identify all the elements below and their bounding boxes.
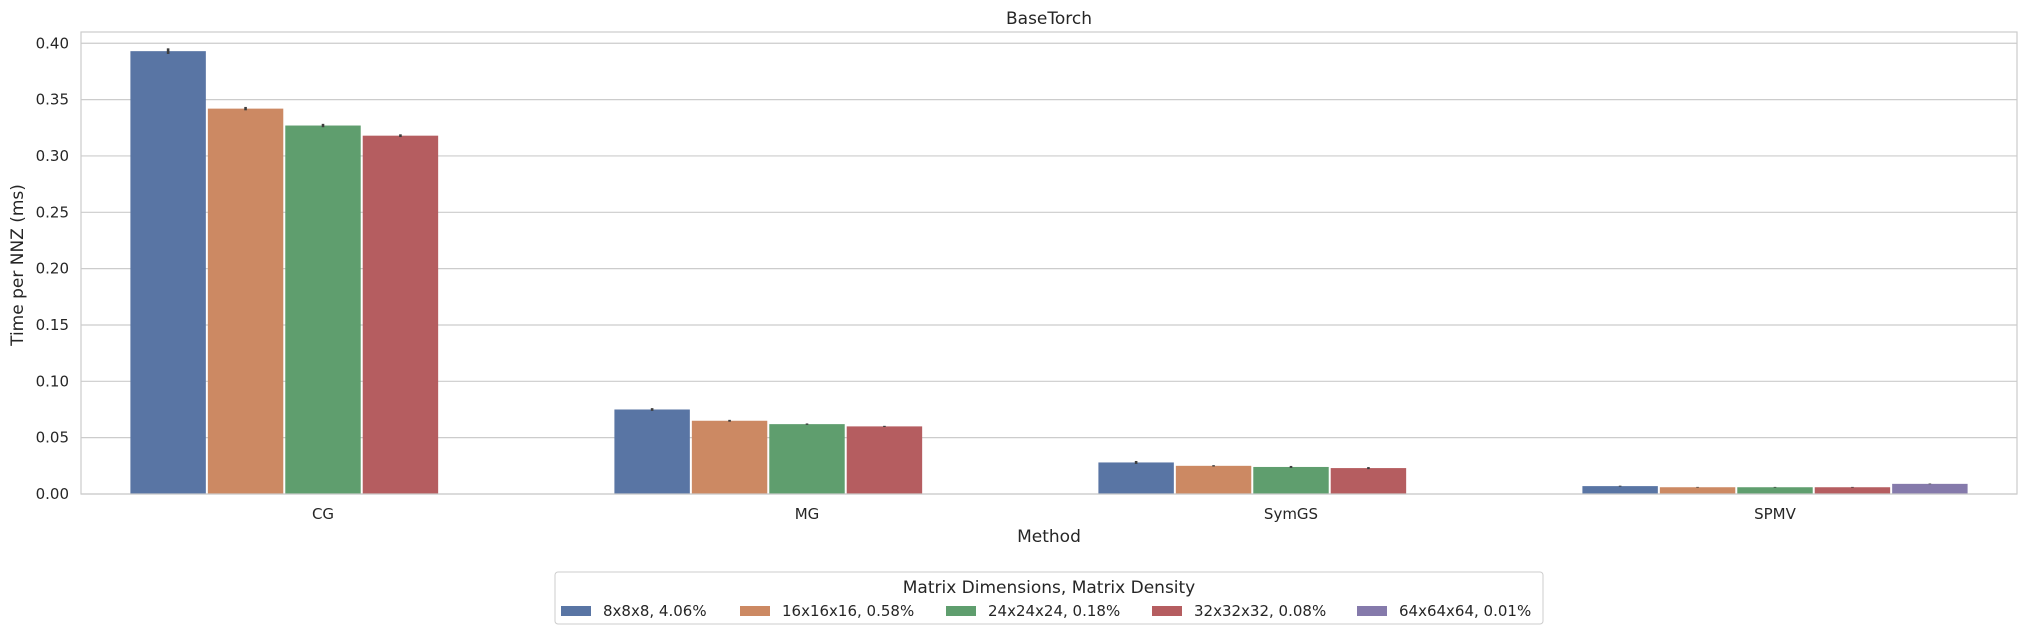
plot-frame <box>80 31 2018 495</box>
x-tick-label: SymGS <box>1264 505 1318 523</box>
bar <box>130 51 206 494</box>
bar <box>207 108 284 494</box>
legend-swatch <box>946 606 976 616</box>
x-tick-label: CG <box>312 505 334 523</box>
legend: Matrix Dimensions, Matrix Density 8x8x8,… <box>554 571 1544 625</box>
y-tick-label: 0.10 <box>36 372 69 390</box>
y-tick-label: 0.20 <box>36 260 69 278</box>
legend-label: 64x64x64, 0.01% <box>1399 602 1531 620</box>
bar <box>1253 466 1329 494</box>
legend-swatch <box>1357 606 1387 616</box>
y-tick-label: 0.25 <box>36 203 69 221</box>
legend-swatch <box>1152 606 1182 616</box>
legend-item: 64x64x64, 0.01% <box>1357 602 1531 620</box>
legend-item: 24x24x24, 0.18% <box>946 602 1120 620</box>
x-axis-title: Method <box>1017 527 1081 547</box>
legend-frame <box>554 571 1544 625</box>
legend-item: 32x32x32, 0.08% <box>1152 602 1326 620</box>
bar <box>1659 487 1736 494</box>
bar <box>614 409 690 494</box>
bar <box>1892 483 1968 494</box>
bars <box>130 51 1968 495</box>
legend-title: Matrix Dimensions, Matrix Density <box>903 578 1196 598</box>
bar <box>1330 468 1407 494</box>
x-tick-labels: CG MG SymGS SPMV <box>312 505 1797 523</box>
y-tick-label: 0.30 <box>36 147 69 165</box>
bar <box>769 424 845 494</box>
legend-items: 8x8x8, 4.06% 16x16x16, 0.58% 24x24x24, 0.1… <box>561 602 1531 620</box>
bar <box>285 125 361 495</box>
y-tick-label: 0.40 <box>36 34 69 52</box>
bar <box>1175 465 1252 494</box>
bar <box>846 426 923 494</box>
legend-label: 24x24x24, 0.18% <box>988 602 1120 620</box>
y-tick-label: 0.05 <box>36 429 69 447</box>
bar <box>1737 487 1813 494</box>
legend-label: 8x8x8, 4.06% <box>603 602 707 620</box>
bar <box>1098 462 1174 494</box>
x-tick-label: MG <box>795 505 820 523</box>
bar <box>362 135 439 495</box>
legend-label: 32x32x32, 0.08% <box>1194 602 1326 620</box>
legend-item: 16x16x16, 0.58% <box>740 602 914 620</box>
legend-item: 8x8x8, 4.06% <box>561 602 707 620</box>
y-tick-label: 0.35 <box>36 91 69 109</box>
y-axis-title: Time per NNZ (ms) <box>8 184 28 347</box>
bar <box>691 420 768 494</box>
bar <box>1582 486 1658 494</box>
y-tick-label: 0.00 <box>36 485 69 503</box>
x-tick-label: SPMV <box>1754 505 1797 523</box>
y-tick-label: 0.15 <box>36 316 69 334</box>
y-tick-labels: 0.00 0.05 0.10 0.15 0.20 0.25 0.30 0.35 0.40 <box>36 34 69 503</box>
bar <box>1814 487 1891 494</box>
legend-swatch <box>561 606 591 616</box>
error-bars <box>166 48 1932 488</box>
legend-label: 16x16x16, 0.58% <box>782 602 914 620</box>
legend-swatch <box>740 606 770 616</box>
chart-title: BaseTorch <box>1006 9 1092 29</box>
